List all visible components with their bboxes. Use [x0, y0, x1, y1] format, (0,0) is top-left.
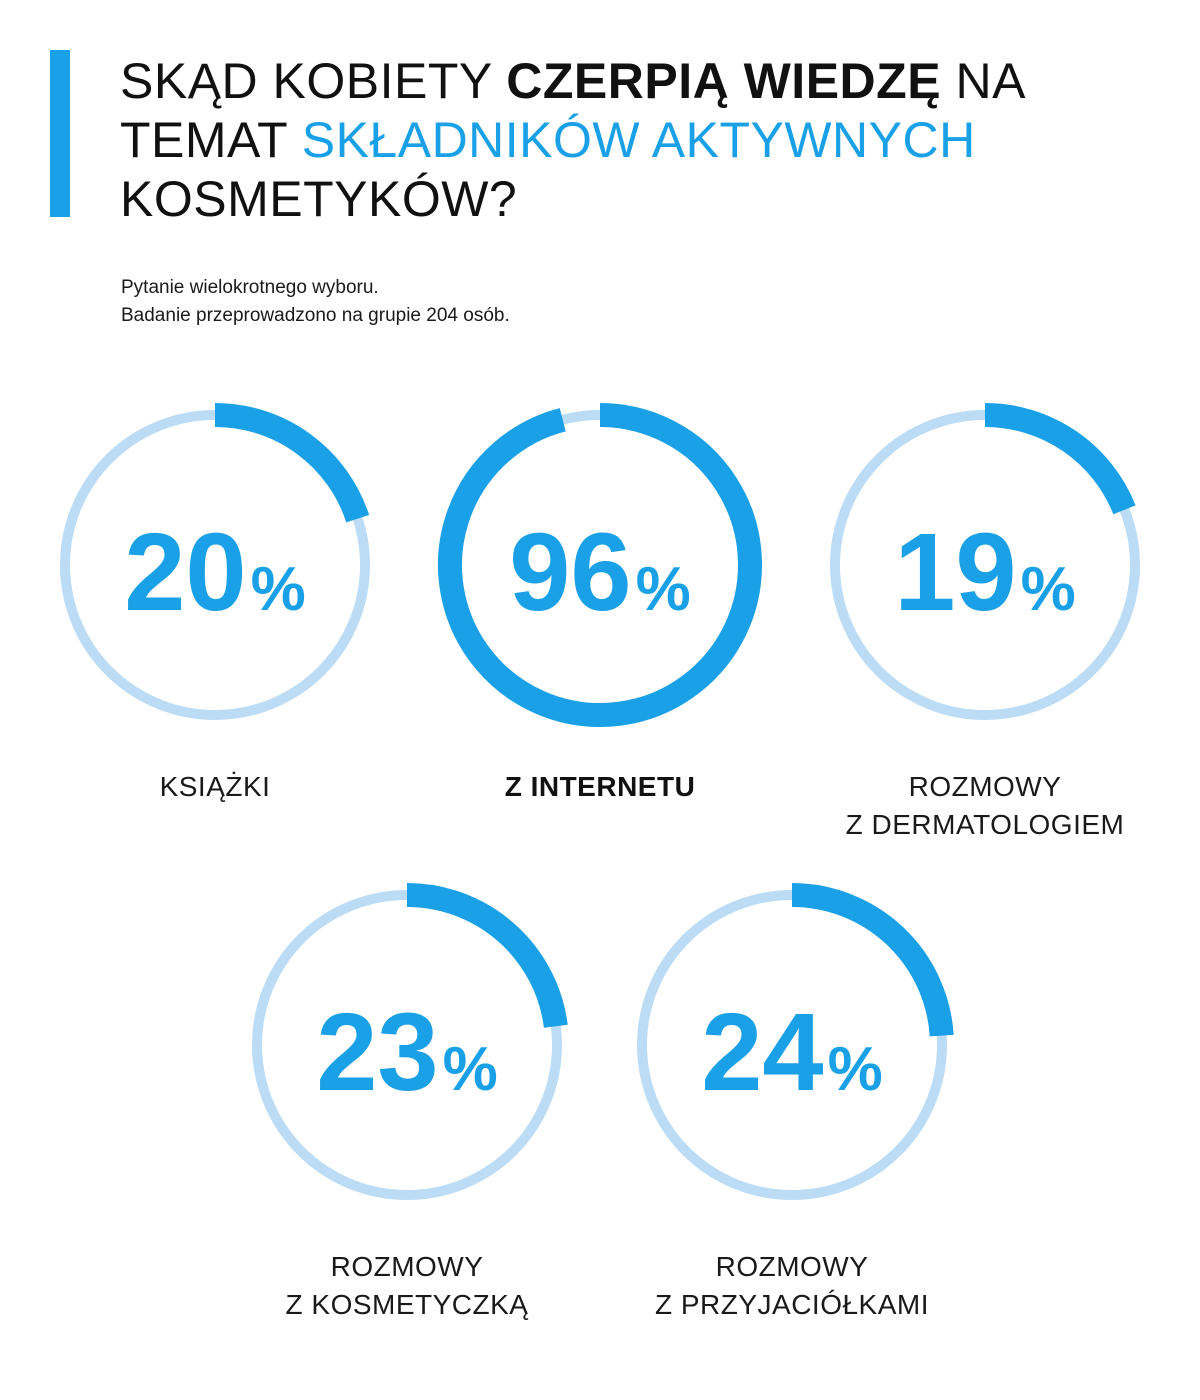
title-text: SKĄD KOBIETY [120, 53, 507, 109]
percent-number: 24 [701, 991, 823, 1114]
ring-chart: 23% [252, 883, 568, 1200]
percent-value: 23% [316, 991, 498, 1114]
stat-ring-przyjaciolki: 24% ROZMOWY Z PRZYJACIÓŁKAMI [627, 880, 957, 1320]
percent-value: 24% [701, 991, 883, 1114]
label-line: Z INTERNETU [504, 771, 696, 802]
ring-chart: 24% [637, 883, 954, 1200]
title-text: NA [941, 53, 1026, 109]
percent-sign: % [828, 1035, 883, 1104]
percent-number: 19 [894, 511, 1016, 634]
stat-ring-internet: 96% Z INTERNETU [435, 400, 765, 802]
percent-sign: % [251, 555, 306, 624]
percent-value: 20% [124, 511, 306, 634]
subtitle-line-2: Badanie przeprowadzono na grupie 204 osó… [121, 305, 510, 326]
percent-number: 20 [124, 511, 246, 634]
percent-sign: % [443, 1035, 498, 1104]
title-highlight: SKŁADNIKÓW AKTYWNYCH [301, 112, 976, 168]
label-line: ROZMOWY [715, 1251, 869, 1282]
title-line-3: KOSMETYKÓW? [120, 171, 518, 227]
ring-chart: 20% [60, 403, 370, 720]
title-text: TEMAT [120, 112, 302, 168]
ring-progress-arc [214, 403, 370, 523]
subtitle: Pytanie wielokrotnego wyboru. Badanie pr… [121, 274, 510, 330]
ring-progress-arc [984, 403, 1136, 515]
percent-sign: % [1021, 555, 1076, 624]
ring-chart: 96% [438, 403, 762, 727]
title-line-1: SKĄD KOBIETY CZERPIĄ WIEDZĘ NA [120, 52, 1026, 111]
accent-bar [50, 50, 70, 217]
stat-label: Z INTERNETU [395, 768, 805, 806]
label-line: Z PRZYJACIÓŁKAMI [654, 1289, 930, 1320]
stat-ring-ksiazki: 20% KSIĄŻKI [50, 400, 380, 802]
label-line: Z DERMATOLOGIEM [845, 809, 1125, 840]
page-title: SKĄD KOBIETY CZERPIĄ WIEDZĘ NA TEMAT SKŁ… [120, 52, 1026, 229]
label-line: ROZMOWY [908, 771, 1062, 802]
stat-label: ROZMOWY Z PRZYJACIÓŁKAMI [587, 1248, 997, 1324]
label-line: Z KOSMETYCZKĄ [285, 1289, 529, 1320]
stat-ring-kosmetyczka: 23% ROZMOWY Z KOSMETYCZKĄ [242, 880, 572, 1320]
percent-number: 23 [316, 991, 438, 1114]
stat-label: KSIĄŻKI [10, 768, 420, 806]
title-line-2: TEMAT SKŁADNIKÓW AKTYWNYCH [120, 111, 1026, 170]
percent-sign: % [636, 555, 691, 624]
percent-number: 96 [509, 511, 631, 634]
stat-label: ROZMOWY Z KOSMETYCZKĄ [202, 1248, 612, 1324]
stat-label: ROZMOWY Z DERMATOLOGIEM [780, 768, 1190, 844]
label-line: KSIĄŻKI [159, 771, 271, 802]
ring-progress-arc [791, 883, 954, 1037]
title-emphasis: CZERPIĄ WIEDZĘ [506, 53, 942, 109]
ring-progress-arc [438, 403, 762, 727]
ring-chart: 19% [830, 403, 1140, 720]
ring-progress-arc [406, 883, 568, 1028]
subtitle-line-1: Pytanie wielokrotnego wyboru. [121, 277, 379, 298]
label-line: ROZMOWY [330, 1251, 484, 1282]
stat-ring-dermatolog: 19% ROZMOWY Z DERMATOLOGIEM [820, 400, 1150, 840]
percent-value: 19% [894, 511, 1076, 634]
percent-value: 96% [509, 511, 691, 634]
